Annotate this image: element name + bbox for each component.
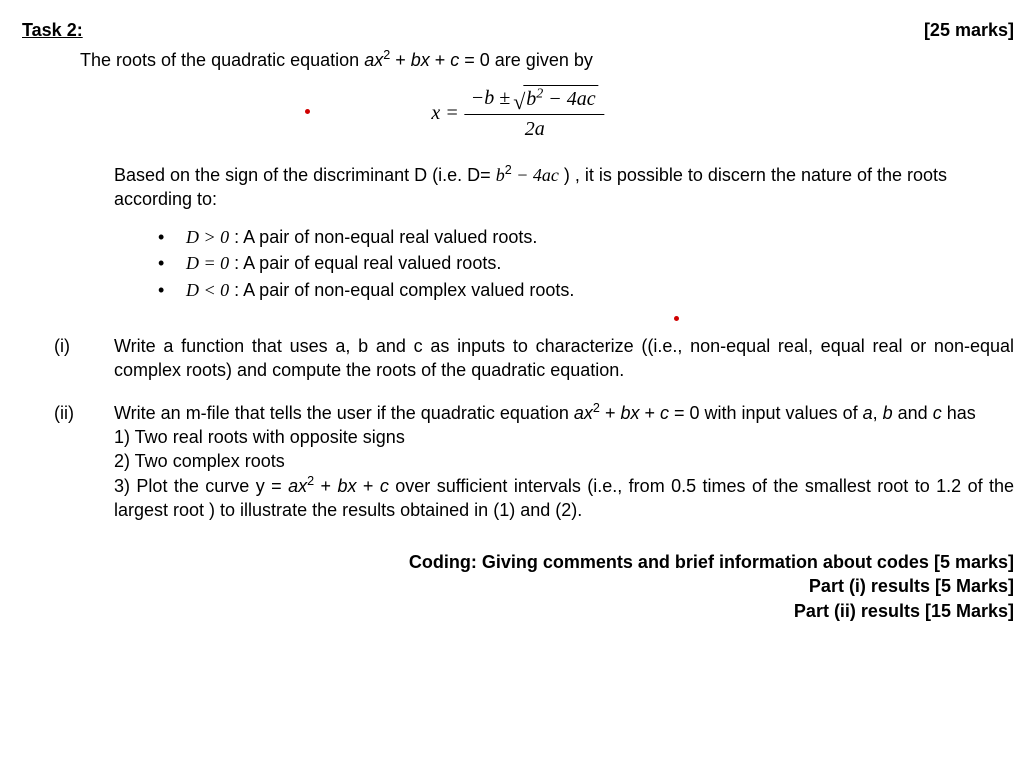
formula-numerator: −b ± √ b2 − 4ac <box>465 85 605 115</box>
sqrt-argument: b2 − 4ac <box>523 85 598 113</box>
red-dot-1 <box>305 109 310 114</box>
part-i-row: (i) Write a function that uses a, b and … <box>54 334 1014 383</box>
grading-line-3: Part (ii) results [15 Marks] <box>22 599 1014 623</box>
part-ii-sub3-1: 3) Plot the curve y = <box>114 476 288 496</box>
part-ii-sub3-bx: bx <box>337 476 356 496</box>
part-i-body: Write a function that uses a, b and c as… <box>114 334 1014 383</box>
root-case-cond-1: D = 0 <box>186 253 229 273</box>
grading-line-1: Coding: Giving comments and brief inform… <box>22 550 1014 574</box>
part-ii-label: (ii) <box>54 401 114 522</box>
based-text-1: Based on the sign of the discriminant D … <box>114 165 496 185</box>
root-case-desc-2: : A pair of non-equal complex valued roo… <box>229 280 574 300</box>
grading-line-2: Part (i) results [5 Marks] <box>22 574 1014 598</box>
formula-minus-b: −b ± <box>471 85 510 112</box>
part-ii-b-var: b <box>883 403 893 423</box>
part-ii-sep2: and <box>893 403 933 423</box>
root-case-cond-2: D < 0 <box>186 280 229 300</box>
based-b-sup: 2 <box>505 163 512 177</box>
based-minus4ac: − 4ac <box>512 165 559 185</box>
part-ii-lead-1: Write an m-file that tells the user if t… <box>114 403 574 423</box>
part-ii-sub3: 3) Plot the curve y = ax2 + bx + c over … <box>114 474 1014 523</box>
part-ii-c-var: c <box>933 403 942 423</box>
part-ii-a-var: a <box>863 403 873 423</box>
part-ii-sub3-plus1: + <box>314 476 337 496</box>
part-ii-sup-a: 2 <box>593 401 600 415</box>
part-ii-row: (ii) Write an m-file that tells the user… <box>54 401 1014 522</box>
sqrt-b: b <box>526 88 536 110</box>
sqrt-minus4ac: − 4ac <box>543 88 595 110</box>
part-ii-body: Write an m-file that tells the user if t… <box>114 401 1014 522</box>
parts-section: (i) Write a function that uses a, b and … <box>22 334 1014 522</box>
intro-eq-c: c <box>450 50 459 70</box>
formula-fraction: −b ± √ b2 − 4ac 2a <box>465 85 605 143</box>
root-case-desc-0: : A pair of non-equal real valued roots. <box>229 227 537 247</box>
part-ii-plus1: + <box>600 403 621 423</box>
part-ii-lead-3: has <box>942 403 976 423</box>
part-ii-sub3-c: c <box>380 476 389 496</box>
based-b: b <box>496 165 505 185</box>
red-dot-2 <box>674 316 679 321</box>
intro-plus1: + <box>390 50 411 70</box>
intro-plus2: + <box>430 50 451 70</box>
part-ii-bx: bx <box>620 403 639 423</box>
marks-label: [25 marks] <box>924 18 1014 42</box>
part-ii-ax: ax <box>574 403 593 423</box>
part-ii-sub3-plus2: + <box>356 476 379 496</box>
part-ii-lead-2: = 0 with input values of <box>669 403 863 423</box>
part-ii-sub3-ax: ax <box>288 476 307 496</box>
sqrt-wrap: √ b2 − 4ac <box>513 85 598 113</box>
part-ii-c: c <box>660 403 669 423</box>
formula-denominator: 2a <box>525 115 545 143</box>
part-ii-plus2: + <box>639 403 660 423</box>
mid-dot-row <box>22 306 1014 334</box>
formula-x-eq: x = <box>431 100 458 127</box>
discriminant-paragraph: Based on the sign of the discriminant D … <box>22 163 1014 212</box>
quadratic-formula: x = −b ± √ b2 − 4ac 2a <box>431 85 604 143</box>
intro-eq-tail: = 0 are given by <box>459 50 593 70</box>
header-row: Task 2: [25 marks] <box>22 18 1014 42</box>
intro-eq-bx: bx <box>411 50 430 70</box>
part-ii-sep1: , <box>873 403 883 423</box>
part-ii-sub2: 2) Two complex roots <box>114 449 1014 473</box>
root-case-cond-0: D > 0 <box>186 227 229 247</box>
grading-block: Coding: Giving comments and brief inform… <box>22 550 1014 623</box>
root-cases-list: D > 0 : A pair of non-equal real valued … <box>22 225 1014 302</box>
root-case-desc-1: : A pair of equal real valued roots. <box>229 253 501 273</box>
formula-row: x = −b ± √ b2 − 4ac 2a <box>22 85 1014 145</box>
sqrt-b-sup: 2 <box>536 86 543 101</box>
intro-prefix: The roots of the quadratic equation <box>80 50 364 70</box>
intro-eq-ax: ax <box>364 50 383 70</box>
part-ii-sub1: 1) Two real roots with opposite signs <box>114 425 1014 449</box>
part-i-label: (i) <box>54 334 114 383</box>
root-case-item: D > 0 : A pair of non-equal real valued … <box>154 225 1014 249</box>
root-case-item: D = 0 : A pair of equal real valued root… <box>154 251 1014 275</box>
root-case-item: D < 0 : A pair of non-equal complex valu… <box>154 278 1014 302</box>
task-label: Task 2: <box>22 18 83 42</box>
intro-line: The roots of the quadratic equation ax2 … <box>22 48 1014 72</box>
